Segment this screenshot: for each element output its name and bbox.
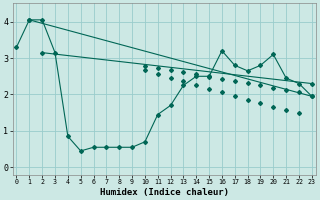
X-axis label: Humidex (Indice chaleur): Humidex (Indice chaleur)	[100, 188, 229, 197]
